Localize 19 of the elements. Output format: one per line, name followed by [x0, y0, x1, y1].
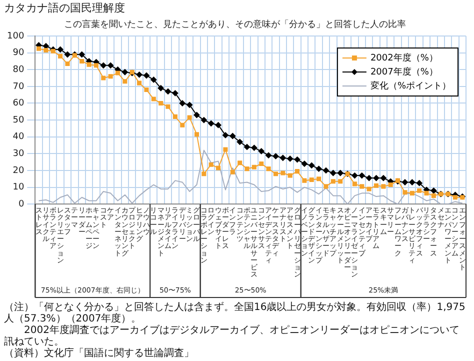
- legend-label: 2002年度（%）: [370, 52, 438, 64]
- y-tick-label: 40: [12, 132, 24, 142]
- y-tick-label: 20: [12, 166, 24, 176]
- y-tick-label: 80: [12, 64, 24, 75]
- text: （資料）文化庁「国語に関する世論調査」: [4, 347, 194, 360]
- y-tick-label: 70: [12, 82, 24, 92]
- text: （注）「何となく分かる」と回答した人は含まず。全国16歳以上の男女が対象。有効回収（率）1,975人（57.3%）（2007年度）。: [4, 301, 466, 325]
- chart-title: カタカナ語の国民理解度: [4, 1, 125, 14]
- legend-label: 変化（%ポイント）: [370, 80, 452, 92]
- y-tick-label: 0: [18, 199, 24, 210]
- chart-subtitle: この言葉を聞いたこと、見たことがあり、その意味が「分かる」と回答した人の比率: [64, 18, 406, 30]
- y-tick-label: 50: [12, 115, 24, 126]
- y-tick-label: 10: [12, 182, 24, 193]
- legend-label: 2007年度（%）: [370, 66, 438, 78]
- text: 2002年度調査ではアーカイブはデジタルアーカイブ、オピニオンリーダーはオピニオンについて訊ねていた。: [4, 324, 460, 348]
- y-tick-label: 90: [12, 48, 24, 58]
- y-tick-label: 60: [12, 98, 24, 109]
- y-tick-label: 100: [6, 31, 24, 42]
- y-tick-label: 30: [12, 149, 24, 160]
